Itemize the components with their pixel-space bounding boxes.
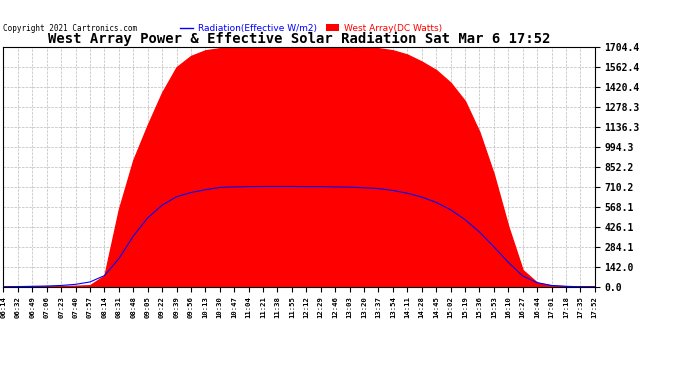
Title: West Array Power & Effective Solar Radiation Sat Mar 6 17:52: West Array Power & Effective Solar Radia…	[48, 32, 551, 46]
Text: Copyright 2021 Cartronics.com: Copyright 2021 Cartronics.com	[3, 24, 137, 33]
Legend: Radiation(Effective W/m2), West Array(DC Watts): Radiation(Effective W/m2), West Array(DC…	[176, 20, 446, 36]
